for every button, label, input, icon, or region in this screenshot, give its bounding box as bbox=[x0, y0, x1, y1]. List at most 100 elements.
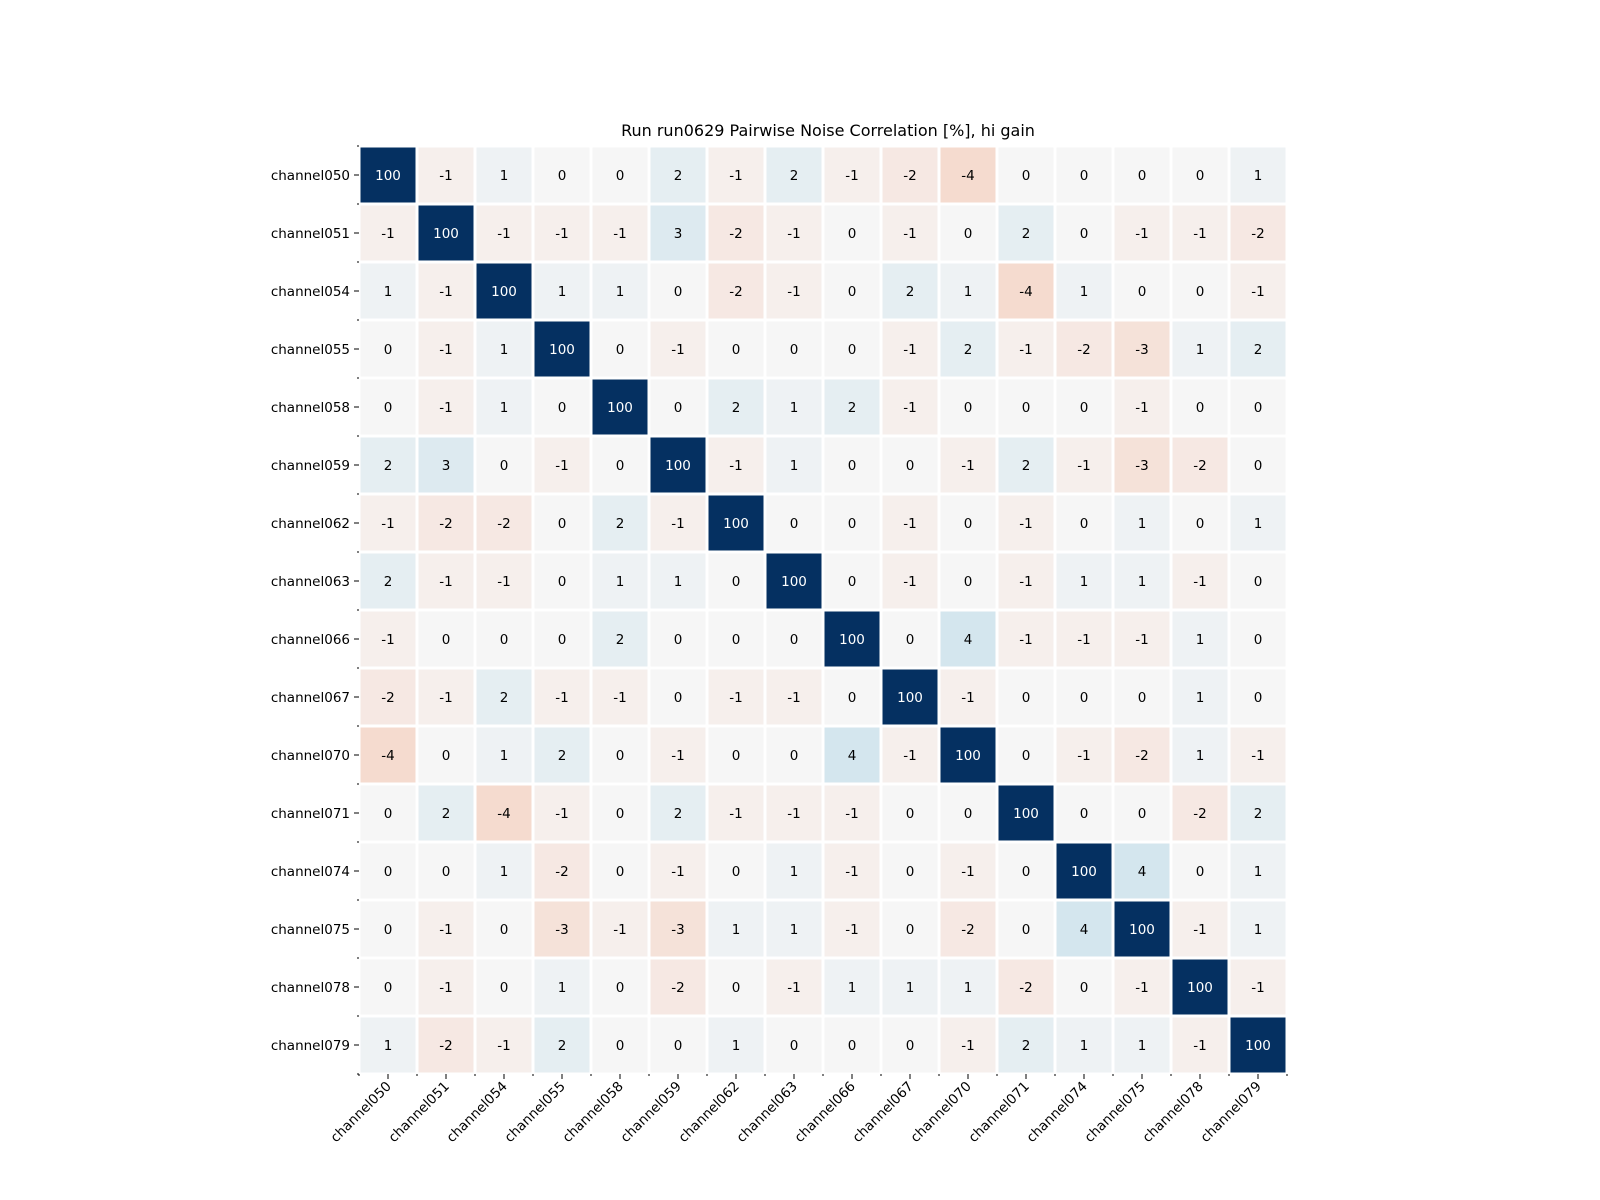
heatmap-cell bbox=[534, 611, 590, 667]
cell-value-label: 0 bbox=[674, 1038, 683, 1054]
cell-value-label: 0 bbox=[1022, 748, 1031, 764]
heatmap-cell bbox=[940, 843, 996, 899]
cell-value-label: 100 bbox=[723, 516, 749, 532]
cell-value-label: 2 bbox=[848, 400, 857, 416]
cell-value-label: 100 bbox=[607, 400, 633, 416]
heatmap-cell bbox=[882, 1017, 938, 1073]
heatmap-cell bbox=[592, 669, 648, 725]
heatmap-cell bbox=[708, 901, 764, 957]
cell-value-label: 0 bbox=[1138, 284, 1147, 300]
cell-value-label: -1 bbox=[845, 168, 858, 184]
heatmap-cell bbox=[824, 379, 880, 435]
heatmap-cell bbox=[360, 553, 416, 609]
cell-value-label: -3 bbox=[671, 922, 684, 938]
cell-value-label: -2 bbox=[1077, 342, 1090, 358]
heatmap-cell bbox=[1172, 727, 1228, 783]
heatmap-cell bbox=[1056, 727, 1112, 783]
x-tick-label: channel055 bbox=[502, 1079, 569, 1146]
cell-value-label: 100 bbox=[491, 284, 517, 300]
heatmap-cell bbox=[418, 669, 474, 725]
heatmap-cell bbox=[882, 785, 938, 841]
cell-value-label: -2 bbox=[381, 690, 394, 706]
heatmap-cell bbox=[1056, 901, 1112, 957]
cell-value-label: -1 bbox=[1193, 574, 1206, 590]
cell-value-label: -1 bbox=[1135, 980, 1148, 996]
heatmap-cell bbox=[1056, 147, 1112, 203]
cell-value-label: 0 bbox=[906, 864, 915, 880]
y-tick-label: channel070 bbox=[271, 748, 350, 764]
heatmap-cell bbox=[1114, 959, 1170, 1015]
x-tick-label: channel071 bbox=[966, 1079, 1033, 1146]
heatmap-cell bbox=[360, 495, 416, 551]
cell-value-label: 1 bbox=[790, 400, 799, 416]
cell-value-label: -1 bbox=[1135, 400, 1148, 416]
heatmap-cell bbox=[708, 321, 764, 377]
cell-value-label: -1 bbox=[787, 284, 800, 300]
cell-value-label: 3 bbox=[674, 226, 683, 242]
cell-value-label: -1 bbox=[787, 690, 800, 706]
heatmap-cell bbox=[592, 901, 648, 957]
y-tick-label: channel062 bbox=[271, 516, 350, 532]
cell-value-label: 1 bbox=[1080, 574, 1089, 590]
cell-value-label: 1 bbox=[384, 1038, 393, 1054]
cell-value-label: 0 bbox=[790, 748, 799, 764]
heatmap-cell bbox=[998, 669, 1054, 725]
cell-value-label: 100 bbox=[897, 690, 923, 706]
cell-value-label: 0 bbox=[732, 574, 741, 590]
cell-value-label: 1 bbox=[848, 980, 857, 996]
cell-value-label: 0 bbox=[384, 806, 393, 822]
cell-value-label: -1 bbox=[613, 690, 626, 706]
heatmap-cell bbox=[418, 147, 474, 203]
heatmap-cell bbox=[940, 727, 996, 783]
cell-value-label: 0 bbox=[442, 748, 451, 764]
heatmap-cell bbox=[998, 205, 1054, 261]
heatmap-cell bbox=[1114, 495, 1170, 551]
heatmap-cell bbox=[766, 263, 822, 319]
cell-value-label: 4 bbox=[1080, 922, 1089, 938]
cell-value-label: -1 bbox=[671, 748, 684, 764]
cell-value-label: -1 bbox=[497, 1038, 510, 1054]
cell-value-label: -1 bbox=[439, 168, 452, 184]
heatmap-cell bbox=[418, 959, 474, 1015]
heatmap-cell bbox=[824, 147, 880, 203]
heatmap-cell bbox=[360, 437, 416, 493]
cell-value-label: -2 bbox=[903, 168, 916, 184]
heatmap-cell bbox=[476, 785, 532, 841]
cell-value-label: 0 bbox=[848, 226, 857, 242]
cell-value-label: -1 bbox=[555, 458, 568, 474]
heatmap-cell bbox=[592, 379, 648, 435]
heatmap-cell bbox=[940, 495, 996, 551]
cell-value-label: 0 bbox=[384, 400, 393, 416]
cell-value-label: 0 bbox=[848, 284, 857, 300]
heatmap-cell bbox=[882, 727, 938, 783]
cell-value-label: 2 bbox=[906, 284, 915, 300]
cell-value-label: -1 bbox=[497, 226, 510, 242]
heatmap-cell bbox=[824, 495, 880, 551]
heatmap-cell bbox=[1114, 379, 1170, 435]
heatmap-cell bbox=[708, 785, 764, 841]
heatmap-cell bbox=[534, 1017, 590, 1073]
cell-value-label: 1 bbox=[616, 284, 625, 300]
cell-value-label: -1 bbox=[555, 806, 568, 822]
cell-value-label: -1 bbox=[1019, 342, 1032, 358]
cell-value-label: -1 bbox=[1251, 284, 1264, 300]
cell-value-label: 0 bbox=[964, 516, 973, 532]
cell-value-label: 1 bbox=[616, 574, 625, 590]
cell-value-label: 0 bbox=[732, 342, 741, 358]
chart-title: Run run0629 Pairwise Noise Correlation [… bbox=[621, 121, 1035, 140]
heatmap-cell bbox=[998, 785, 1054, 841]
cell-value-label: 0 bbox=[1254, 458, 1263, 474]
heatmap-cell bbox=[1172, 959, 1228, 1015]
heatmap-cell bbox=[940, 205, 996, 261]
cell-value-label: -1 bbox=[961, 864, 974, 880]
heatmap-cell bbox=[882, 553, 938, 609]
heatmap-cell bbox=[998, 553, 1054, 609]
cell-value-label: 0 bbox=[1080, 516, 1089, 532]
heatmap-cell bbox=[1056, 611, 1112, 667]
cell-value-label: -1 bbox=[729, 458, 742, 474]
cell-value-label: 0 bbox=[906, 806, 915, 822]
cell-value-label: 2 bbox=[674, 806, 683, 822]
heatmap-cell bbox=[1114, 901, 1170, 957]
heatmap-cell bbox=[766, 843, 822, 899]
cell-value-label: 100 bbox=[549, 342, 575, 358]
